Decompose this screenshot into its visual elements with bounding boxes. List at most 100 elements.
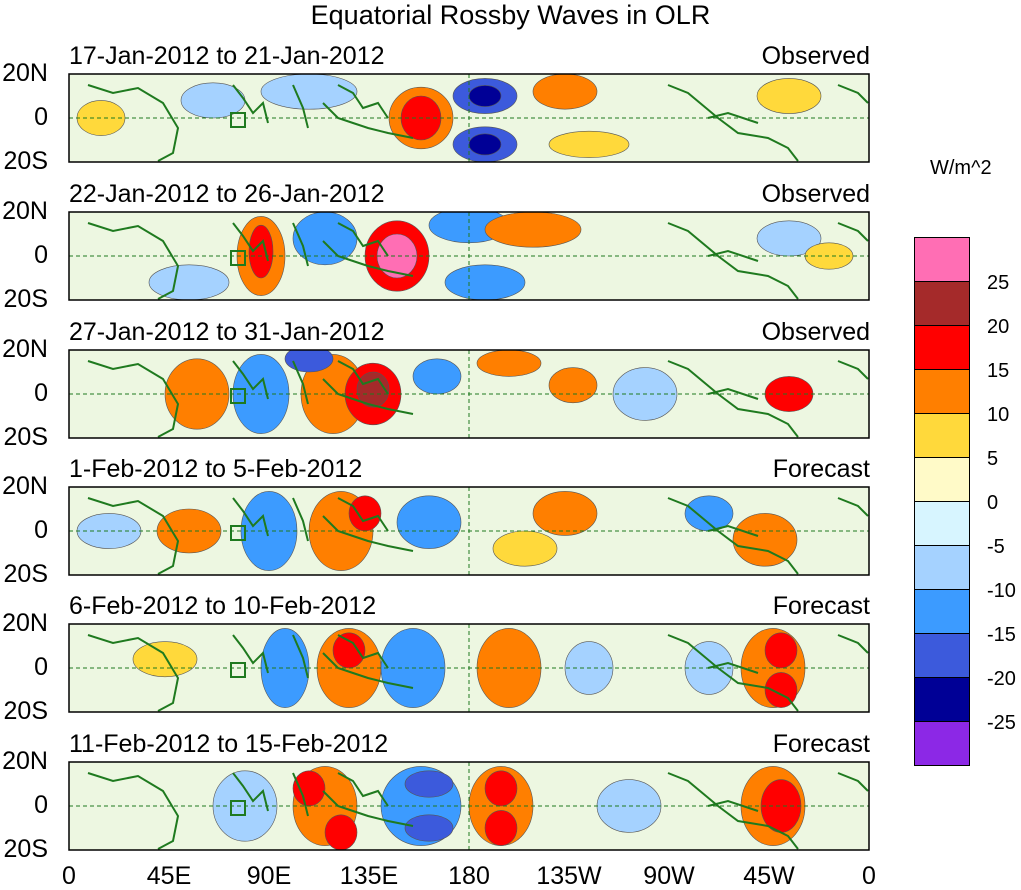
colorbar-tick-label: -5 (987, 536, 1005, 558)
coastline (322, 790, 414, 827)
longitude-label: 0 (862, 862, 876, 890)
latitude-label: 20S (3, 147, 48, 175)
longitude-label: 45E (146, 862, 192, 890)
coastline (707, 111, 759, 124)
anomaly-contour (484, 212, 582, 248)
colorbar-swatch (914, 325, 970, 370)
anomaly-contour (348, 495, 382, 532)
colorbar-swatch (914, 589, 970, 634)
olr-anomaly-map (68, 623, 870, 713)
colorbar-tick-label: -25 (987, 712, 1016, 734)
longitude-label: 0 (62, 862, 76, 890)
olr-anomaly-map (68, 486, 870, 576)
coastline (707, 524, 759, 537)
coastline (337, 222, 389, 257)
coastline (292, 360, 309, 405)
latitude-label: 20N (2, 472, 48, 500)
panel-status: Observed (761, 42, 870, 70)
coastline (337, 497, 389, 532)
colorbar-swatch (914, 677, 970, 722)
coastline (232, 497, 269, 537)
coastline (322, 102, 414, 139)
anomaly-contour (412, 358, 462, 395)
coastline (837, 634, 869, 654)
map-frame (68, 761, 870, 851)
latitude-label: 20N (2, 335, 48, 363)
colorbar-units: W/m^2 (930, 157, 992, 179)
anomaly-contour (284, 350, 334, 373)
anomaly-contour (476, 350, 542, 377)
panel-date-range: 17-Jan-2012 to 21-Jan-2012 (69, 42, 385, 70)
colorbar-swatch (914, 501, 970, 546)
colorbar-swatch (914, 369, 970, 414)
panel-date-range: 27-Jan-2012 to 31-Jan-2012 (69, 318, 385, 346)
anomaly-contour (260, 74, 358, 110)
latitude-label: 0 (34, 516, 48, 544)
coastline (667, 497, 799, 575)
coastline (667, 772, 799, 850)
panel-date-range: 11-Feb-2012 to 15-Feb-2012 (69, 730, 389, 758)
coastline (322, 515, 414, 552)
coastline (87, 634, 180, 712)
colorbar-swatch (914, 413, 970, 458)
region-box (230, 388, 246, 404)
coastline (292, 634, 309, 679)
coastline (292, 222, 309, 267)
coastline (337, 634, 389, 669)
coastline (667, 634, 799, 712)
coastline (337, 84, 389, 119)
anomaly-contour (292, 770, 326, 807)
anomaly-contour (444, 264, 526, 300)
panel-date-range: 6-Feb-2012 to 10-Feb-2012 (69, 592, 377, 620)
anomaly-contour (248, 224, 274, 279)
colorbar-tick-label: 25 (987, 272, 1010, 294)
panel-status: Observed (761, 180, 870, 208)
anomaly-contour (468, 85, 502, 107)
coastline (87, 772, 180, 850)
coastline (87, 222, 180, 300)
latitude-label: 20S (3, 423, 48, 451)
anomaly-contour (732, 513, 798, 567)
map-frame (68, 623, 870, 713)
anomaly-contour (548, 367, 598, 404)
panel-date-range: 22-Jan-2012 to 26-Jan-2012 (69, 180, 385, 208)
map-panel: 11-Feb-2012 to 15-Feb-2012 Forecast 20N 0 20… (0, 730, 900, 868)
coastline (337, 360, 389, 395)
longitude-label: 135E (339, 862, 399, 890)
longitude-label: 90W (643, 862, 695, 890)
anomaly-contour (376, 233, 418, 279)
coastline (707, 387, 759, 400)
anomaly-contour (532, 491, 598, 536)
map-frame (68, 349, 870, 439)
coastline (87, 497, 180, 575)
anomaly-contour (404, 770, 454, 798)
coastline (837, 772, 869, 792)
anomaly-contour (404, 814, 454, 842)
colorbar-tick-label: 10 (987, 404, 1010, 426)
colorbar-swatch (914, 237, 970, 282)
map-frame (68, 73, 870, 163)
panel-status: Observed (761, 318, 870, 346)
coastline (292, 772, 309, 817)
anomaly-contour (292, 212, 358, 266)
coastline (232, 222, 269, 262)
coastline (322, 378, 414, 415)
coastline (232, 84, 269, 124)
map-frame (68, 486, 870, 576)
coastline (707, 661, 759, 674)
coastline (322, 652, 414, 689)
region-box (230, 525, 246, 541)
anomaly-contour (764, 632, 798, 669)
coastline (667, 360, 799, 438)
colorbar-tick-label: -15 (987, 624, 1016, 646)
anomaly-contour (324, 814, 358, 850)
coastline (232, 772, 269, 812)
anomaly-contour (756, 220, 822, 257)
map-frame (68, 211, 870, 301)
coastline (837, 84, 869, 104)
anomaly-contour (548, 130, 630, 158)
olr-anomaly-map (68, 73, 870, 163)
anomaly-contour (532, 74, 598, 110)
page-title: Equatorial Rossby Waves in OLR (310, 0, 711, 30)
olr-anomaly-map (68, 211, 870, 301)
